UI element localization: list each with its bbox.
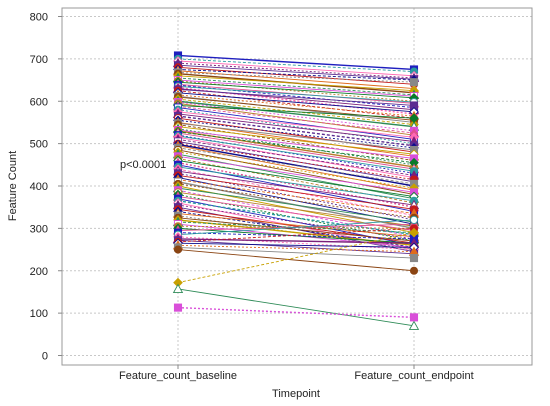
series-line bbox=[177, 217, 415, 242]
series-line bbox=[177, 71, 415, 83]
series-line bbox=[177, 191, 415, 227]
series-markers bbox=[172, 51, 420, 330]
series-line bbox=[177, 102, 415, 136]
data-point-marker bbox=[409, 227, 419, 238]
data-point-marker bbox=[172, 283, 184, 294]
y-tick-label: 400 bbox=[30, 181, 48, 193]
x-tick-label: Feature_count_baseline bbox=[119, 370, 237, 382]
data-point-marker bbox=[409, 78, 419, 87]
data-point-marker bbox=[409, 113, 419, 124]
series-line bbox=[177, 246, 415, 259]
y-axis-title: Feature Count bbox=[7, 151, 19, 221]
y-tick-label: 300 bbox=[30, 223, 48, 235]
y-tick-label: 0 bbox=[42, 351, 48, 363]
series-line bbox=[177, 105, 415, 134]
y-tick-label: 100 bbox=[30, 308, 48, 320]
series-line bbox=[177, 239, 415, 255]
series-line bbox=[177, 132, 415, 170]
series-line bbox=[177, 126, 415, 155]
y-tick-label: 800 bbox=[30, 12, 48, 24]
series-line bbox=[177, 64, 415, 80]
series-line bbox=[177, 70, 415, 89]
series-line bbox=[177, 77, 415, 96]
series-line bbox=[177, 236, 415, 251]
y-tick-label: 200 bbox=[30, 266, 48, 278]
series-line bbox=[177, 225, 415, 229]
y-tick-labels: 0 100 200 300 400 500 600 700 800 bbox=[30, 12, 62, 363]
series-line bbox=[177, 244, 415, 253]
data-point-marker bbox=[409, 266, 419, 275]
series-line bbox=[177, 232, 415, 240]
series-line bbox=[177, 149, 415, 195]
data-point-marker bbox=[173, 245, 183, 254]
series-line bbox=[177, 107, 415, 140]
series-line bbox=[177, 160, 415, 198]
series-line bbox=[177, 79, 415, 97]
series-line bbox=[177, 122, 415, 151]
series-line bbox=[177, 155, 415, 193]
series-line bbox=[177, 143, 415, 187]
series-line bbox=[177, 249, 415, 272]
series-line bbox=[177, 105, 415, 119]
series-line bbox=[177, 135, 415, 172]
data-point-marker bbox=[173, 303, 183, 312]
series-line bbox=[177, 81, 415, 99]
series-line bbox=[177, 117, 415, 153]
series-line bbox=[177, 60, 415, 77]
x-tick-labels: Feature_count_baseline Feature_count_endp… bbox=[119, 365, 474, 382]
plot-frame bbox=[61, 7, 533, 366]
x-axis-title: Timepoint bbox=[272, 388, 320, 400]
data-point-marker bbox=[409, 253, 419, 263]
series-line bbox=[177, 113, 415, 142]
series-line bbox=[177, 232, 415, 284]
series-line bbox=[177, 130, 415, 168]
series-line bbox=[177, 129, 415, 159]
series-line bbox=[177, 238, 415, 244]
data-point-marker bbox=[409, 215, 419, 224]
p-value-annotation: p<0.0001 bbox=[120, 159, 166, 171]
series-line bbox=[177, 69, 415, 81]
series-line bbox=[177, 80, 415, 102]
x-tick-label: Feature_count_endpoint bbox=[354, 370, 473, 382]
data-point-marker bbox=[409, 313, 419, 322]
series-line bbox=[177, 66, 415, 85]
series-lines bbox=[177, 54, 415, 327]
series-line bbox=[177, 84, 415, 109]
series-line bbox=[177, 58, 415, 73]
series-line bbox=[177, 111, 415, 138]
series-line bbox=[177, 170, 415, 206]
series-line bbox=[177, 94, 415, 117]
series-line bbox=[177, 88, 415, 106]
series-line bbox=[177, 242, 415, 248]
y-tick-label: 700 bbox=[30, 54, 48, 66]
series-line bbox=[177, 166, 415, 202]
series-line bbox=[177, 136, 415, 178]
grid bbox=[62, 8, 532, 365]
series-line bbox=[177, 62, 415, 79]
series-line bbox=[177, 219, 415, 236]
series-line bbox=[177, 187, 415, 223]
series-line bbox=[177, 306, 415, 319]
series-line bbox=[177, 98, 415, 126]
series-line bbox=[177, 145, 415, 191]
series-line bbox=[177, 141, 415, 183]
series-line bbox=[177, 213, 415, 238]
data-point-marker bbox=[408, 320, 420, 330]
axes bbox=[61, 7, 533, 366]
y-tick-label: 600 bbox=[30, 96, 48, 108]
series-line bbox=[177, 54, 415, 71]
series-line bbox=[177, 100, 415, 128]
series-line bbox=[177, 85, 415, 103]
series-line bbox=[177, 92, 415, 113]
y-tick-label: 500 bbox=[30, 139, 48, 151]
series-line bbox=[177, 288, 415, 327]
series-line bbox=[177, 86, 415, 115]
series-line bbox=[177, 75, 415, 92]
series-line bbox=[177, 153, 415, 200]
series-line bbox=[177, 174, 415, 210]
series-line bbox=[177, 227, 415, 243]
